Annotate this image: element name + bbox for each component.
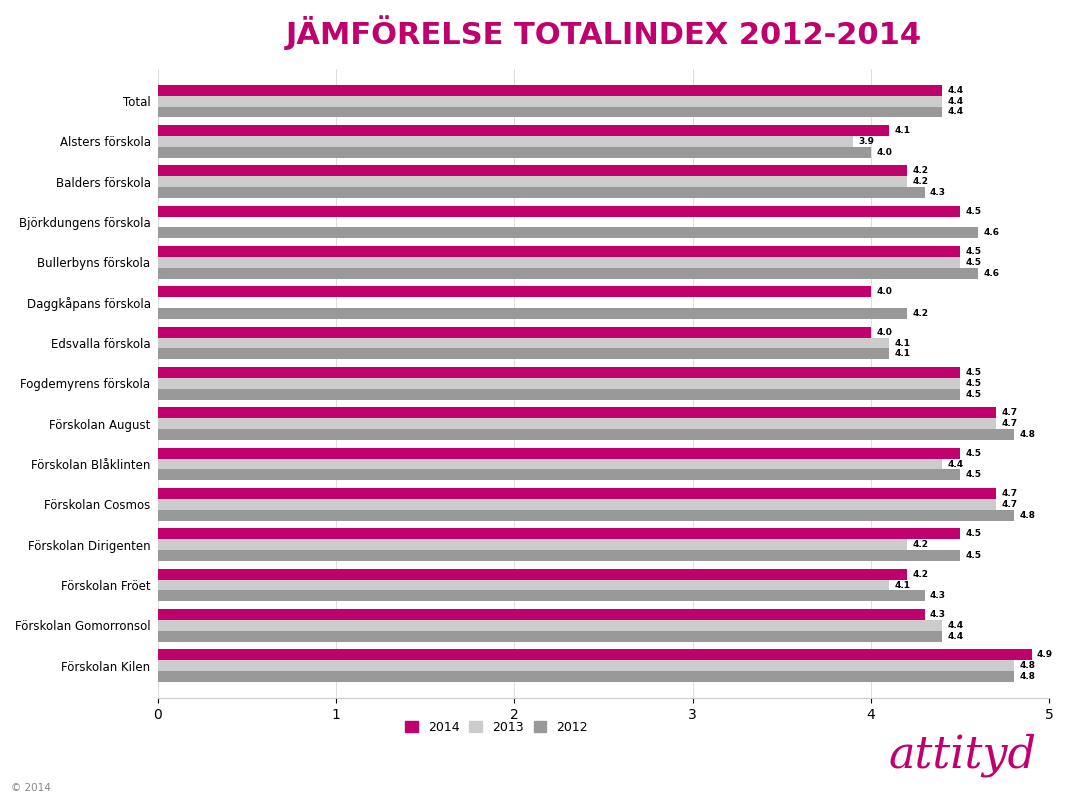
Bar [157,348,889,360]
Legend: 2014, 2013, 2012: 2014, 2013, 2012 [400,716,592,739]
Bar [157,418,996,429]
Bar [157,580,889,590]
Text: 4.5: 4.5 [965,207,981,215]
Title: JÄMFÖRELSE TOTALINDEX 2012-2014: JÄMFÖRELSE TOTALINDEX 2012-2014 [285,15,921,50]
Bar [157,550,960,561]
Bar [157,620,943,630]
Text: 4.1: 4.1 [895,581,911,590]
Text: 4.2: 4.2 [912,177,928,186]
Text: 4.3: 4.3 [930,188,946,197]
Bar [157,327,871,337]
Bar [157,367,960,378]
Text: 4.5: 4.5 [965,368,981,377]
Bar [157,136,853,147]
Bar [157,590,925,602]
Text: 4.8: 4.8 [1019,430,1035,439]
Text: 4.7: 4.7 [1002,489,1018,498]
Bar [157,246,960,257]
Text: 4.7: 4.7 [1002,500,1018,509]
Text: 4.5: 4.5 [965,247,981,256]
Text: 4.5: 4.5 [965,258,981,267]
Text: 3.9: 3.9 [858,137,874,146]
Bar [157,499,996,509]
Text: 4.4: 4.4 [948,97,964,106]
Text: 4.2: 4.2 [912,540,928,549]
Bar [157,630,943,642]
Bar [157,95,943,107]
Bar [157,227,978,239]
Bar [157,429,1013,440]
Text: 4.1: 4.1 [895,126,911,135]
Text: © 2014: © 2014 [11,783,50,793]
Bar [157,268,978,279]
Text: 4.4: 4.4 [948,632,964,641]
Bar [157,660,1013,671]
Text: 4.7: 4.7 [1002,409,1018,417]
Text: 4.0: 4.0 [877,147,893,157]
Bar [157,257,960,268]
Bar [157,459,943,469]
Bar [157,287,871,297]
Bar [157,408,996,418]
Text: 4.3: 4.3 [930,610,946,619]
Bar [157,509,1013,521]
Bar [157,125,889,136]
Bar [157,206,960,216]
Text: 4.8: 4.8 [1019,511,1035,520]
Text: 4.9: 4.9 [1037,650,1053,659]
Bar [157,650,1032,660]
Text: 4.1: 4.1 [895,349,911,358]
Bar [157,337,889,348]
Text: 4.1: 4.1 [895,339,911,348]
Bar [157,539,907,550]
Text: 4.4: 4.4 [948,621,964,630]
Text: 4.5: 4.5 [965,551,981,560]
Text: 4.0: 4.0 [877,328,893,336]
Text: 4.0: 4.0 [877,288,893,296]
Bar [157,671,1013,682]
Text: 4.5: 4.5 [965,449,981,457]
Text: 4.5: 4.5 [965,379,981,388]
Text: 4.5: 4.5 [965,470,981,480]
Bar [157,569,907,580]
Text: 4.2: 4.2 [912,570,928,578]
Text: 4.5: 4.5 [965,390,981,399]
Text: 4.5: 4.5 [965,529,981,538]
Bar [157,308,907,319]
Bar [157,107,943,118]
Bar [157,165,907,176]
Text: 4.4: 4.4 [948,460,964,469]
Bar [157,85,943,95]
Text: attityd: attityd [889,733,1037,777]
Bar [157,529,960,539]
Bar [157,469,960,481]
Bar [157,378,960,388]
Bar [157,388,960,400]
Bar [157,176,907,187]
Text: 4.7: 4.7 [1002,419,1018,429]
Bar [157,609,925,620]
Text: 4.6: 4.6 [983,228,1000,237]
Text: 4.2: 4.2 [912,167,928,175]
Bar [157,448,960,459]
Text: 4.2: 4.2 [912,309,928,318]
Text: 4.8: 4.8 [1019,661,1035,670]
Text: 4.6: 4.6 [983,269,1000,278]
Text: 4.8: 4.8 [1019,672,1035,681]
Text: 4.4: 4.4 [948,86,964,95]
Bar [157,187,925,198]
Bar [157,147,871,158]
Text: 4.3: 4.3 [930,591,946,601]
Bar [157,488,996,499]
Text: 4.4: 4.4 [948,107,964,116]
